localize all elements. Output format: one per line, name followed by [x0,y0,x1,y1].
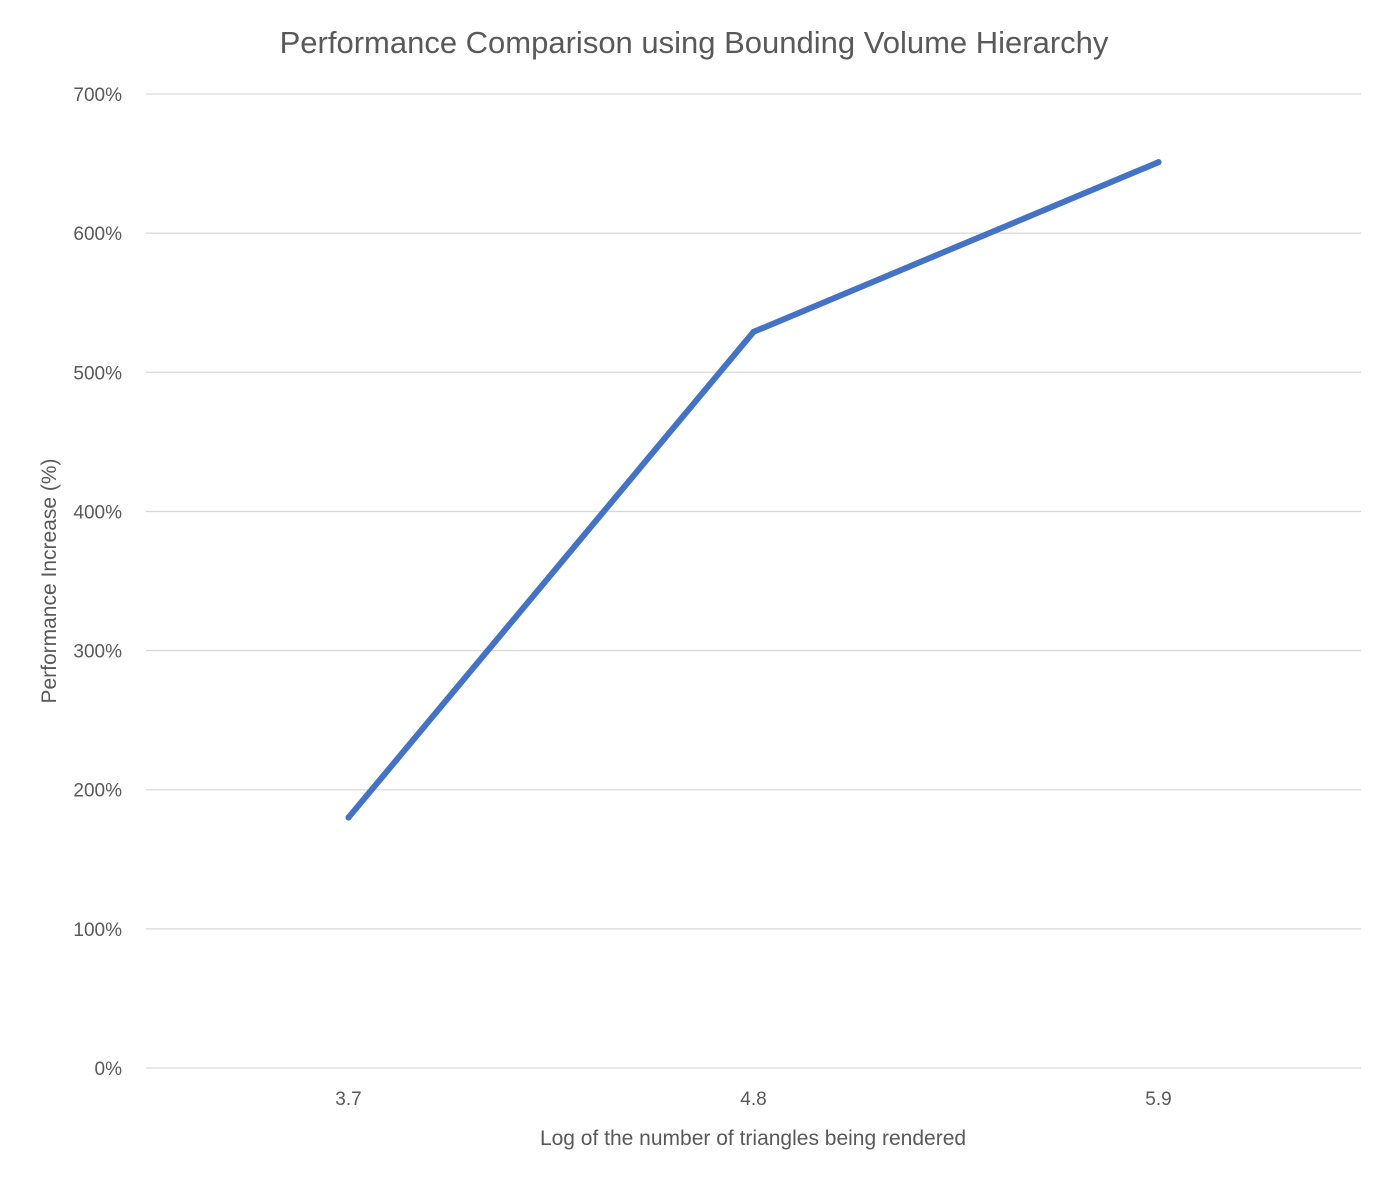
y-axis-ticks: 0% 100% 200% 300% 400% 500% 600% 700% [73,85,122,1080]
data-point [1155,159,1162,166]
y-tick-label: 500% [73,363,122,384]
chart-title: Performance Comparison using Bounding Vo… [280,25,1109,60]
y-tick-label: 100% [73,920,122,941]
x-tick-label: 5.9 [1145,1089,1171,1110]
y-tick-label: 600% [73,224,122,245]
series-layer [345,159,1162,821]
data-point [345,814,352,821]
y-tick-label: 300% [73,642,122,663]
data-point [750,328,757,335]
y-tick-label: 0% [95,1059,123,1080]
series-line [345,159,1162,821]
x-axis-label: Log of the number of triangles being ren… [540,1127,966,1150]
y-tick-label: 700% [73,85,122,106]
gridlines [146,93,1361,1069]
y-axis-label: Performance Increase (%) [38,458,61,703]
y-tick-label: 400% [73,502,122,523]
y-tick-label: 200% [73,781,122,802]
x-tick-label: 4.8 [740,1089,766,1110]
x-axis-ticks: 3.7 4.8 5.9 [335,1089,1171,1110]
x-tick-label: 3.7 [335,1089,361,1110]
